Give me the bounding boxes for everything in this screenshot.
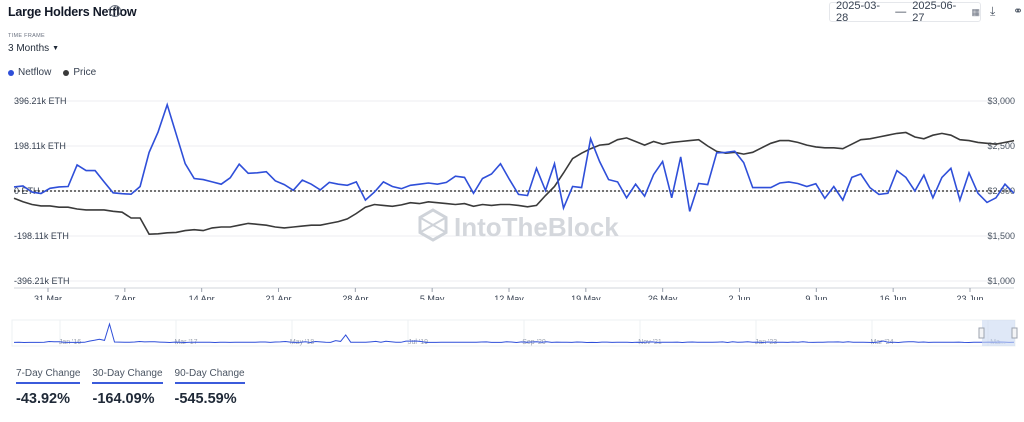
chevron-down-icon: ▼ (52, 45, 60, 52)
timeframe-value: 3 Months (8, 43, 50, 54)
stat-value: -43.92% (16, 391, 71, 407)
x-tick-label: 5 May (420, 294, 445, 300)
series-line-price (13, 131, 1015, 236)
navigator-selection[interactable] (982, 320, 1015, 346)
stat-90-day[interactable]: 90-Day Change -545.59% (174, 368, 245, 407)
y-left-tick-label: -396.21k ETH (14, 276, 70, 286)
x-tick-label: 16 Jun (880, 294, 907, 300)
y-left-tick-label: -198.11k ETH (14, 231, 69, 241)
x-tick-label: 2 Jun (728, 294, 750, 300)
watermark-text: IntoTheBlock (454, 212, 619, 242)
y-right-tick-label: $1,000 (987, 276, 1015, 286)
legend-label-netflow: Netflow (18, 67, 52, 78)
x-tick-label: 14 Apr (189, 294, 215, 300)
calendar-icon[interactable]: ▦ (971, 6, 980, 17)
stat-value: -164.09% (92, 391, 155, 407)
navigator-tick-label: Mar '24 (870, 339, 893, 346)
legend-item-netflow[interactable]: Netflow (8, 67, 51, 78)
page-title: Large Holders Netflow (8, 5, 137, 19)
navigator-tick-label: Nov '21 (638, 339, 662, 346)
date-start: 2025-03-28 (836, 0, 881, 24)
watermark: IntoTheBlock (418, 208, 619, 242)
stat-label: 90-Day Change (174, 368, 245, 384)
x-tick-label: 19 May (571, 294, 601, 300)
y-left-tick-label: 396.21k ETH (14, 96, 67, 106)
x-tick-label: 12 May (494, 294, 524, 300)
chart-legend: Netflow Price (8, 67, 96, 78)
x-tick-label: 31 Mar (34, 294, 62, 300)
navigator-handle-left[interactable] (978, 327, 985, 339)
legend-dot-price (63, 69, 70, 76)
y-right-tick-label: $1,500 (987, 231, 1015, 241)
info-icon[interactable]: ? (109, 5, 121, 17)
link-icon[interactable]: ⚭ (1013, 4, 1024, 18)
y-right-tick-label: $3,000 (987, 96, 1015, 106)
x-tick-label: 7 Apr (114, 294, 135, 300)
y-left-tick-label: 198.11k ETH (14, 141, 66, 151)
legend-item-price[interactable]: Price (63, 67, 96, 78)
change-stats: 7-Day Change -43.92% 30-Day Change -164.… (16, 368, 245, 407)
stat-7-day[interactable]: 7-Day Change -43.92% (16, 368, 81, 407)
series-line-netflow (13, 102, 1015, 212)
stat-label: 30-Day Change (92, 368, 163, 384)
navigator-handle-right[interactable] (1011, 327, 1018, 339)
download-icon[interactable]: ⤓ (990, 4, 996, 18)
timeframe-select[interactable]: 3 Months ▼ (8, 43, 59, 54)
stat-value: -545.59% (174, 391, 237, 407)
x-tick-label: 26 May (648, 294, 678, 300)
x-tick-label: 9 Jun (805, 294, 827, 300)
navigator-line (13, 322, 1015, 344)
date-end: 2025-06-27 (912, 0, 957, 24)
x-tick-label: 28 Apr (342, 294, 368, 300)
navigator-tick-label: Sep '20 (522, 339, 546, 346)
x-tick-label: 21 Apr (265, 294, 291, 300)
stat-30-day[interactable]: 30-Day Change -164.09% (92, 368, 163, 407)
navigator-tick-label: Jul '19 (408, 339, 428, 346)
range-navigator[interactable]: Jan '16 Mar '17 May '18 Jul '19 Sep '20 Nov '… (0, 318, 1024, 350)
legend-label-price: Price (73, 67, 97, 78)
y-right-tick-label: $2,500 (987, 141, 1015, 151)
date-separator: — (895, 6, 907, 18)
x-axis: 31 Mar 7 Apr 14 Apr 21 Apr 28 Apr 5 May 12 May… (14, 287, 1014, 300)
x-tick-label: 23 Jun (956, 294, 983, 300)
date-range-picker[interactable]: 2025-03-28 — 2025-06-27 ▦ (829, 0, 981, 24)
legend-dot-netflow (8, 69, 14, 76)
timeframe-label: TIME FRAME (8, 33, 45, 39)
stat-label: 7-Day Change (16, 368, 81, 384)
